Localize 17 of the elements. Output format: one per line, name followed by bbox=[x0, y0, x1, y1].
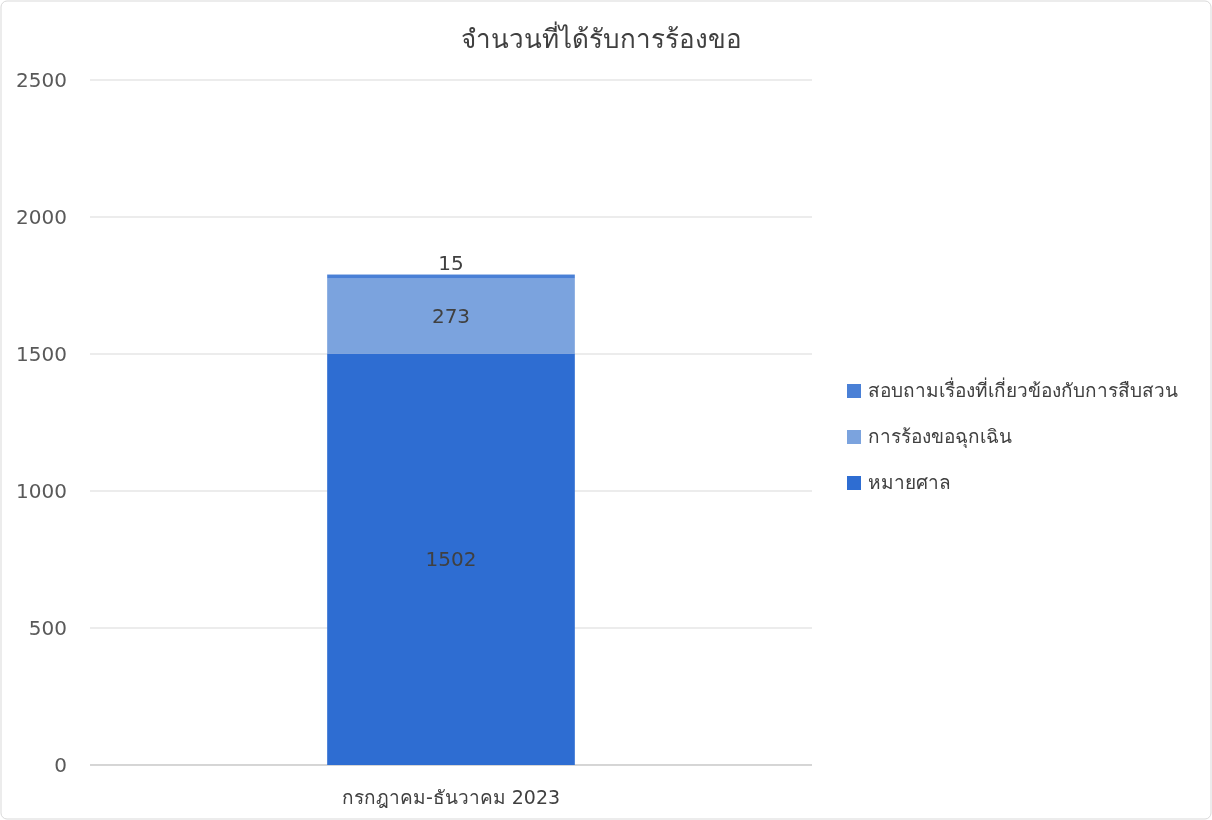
y-tick-label: 1000 bbox=[16, 479, 67, 503]
y-tick-label: 500 bbox=[28, 616, 67, 640]
bar bbox=[327, 353, 575, 765]
x-tick-label: กรกฎาคม-ธันวาคม 2023 bbox=[341, 786, 561, 808]
y-tick-label: 1500 bbox=[16, 342, 67, 366]
data-label: 15 bbox=[438, 250, 464, 275]
data-label: 273 bbox=[431, 304, 471, 329]
legend-label: หมายศาล bbox=[868, 471, 951, 493]
y-tick-label: 2000 bbox=[16, 205, 67, 229]
bar bbox=[327, 278, 575, 354]
y-tick-label: 2500 bbox=[16, 68, 67, 92]
y-tick-label: 0 bbox=[54, 753, 67, 777]
bar bbox=[327, 274, 575, 279]
legend-label: สอบถามเรื่องที่เกี่ยวข้องกับการสืบสวน bbox=[868, 377, 1178, 401]
legend-label: การร้องขอฉุกเฉิน bbox=[868, 425, 1012, 449]
chart-title: จำนวนที่ได้รับการร้องขอ bbox=[460, 21, 742, 54]
data-label: 1502 bbox=[425, 547, 477, 572]
